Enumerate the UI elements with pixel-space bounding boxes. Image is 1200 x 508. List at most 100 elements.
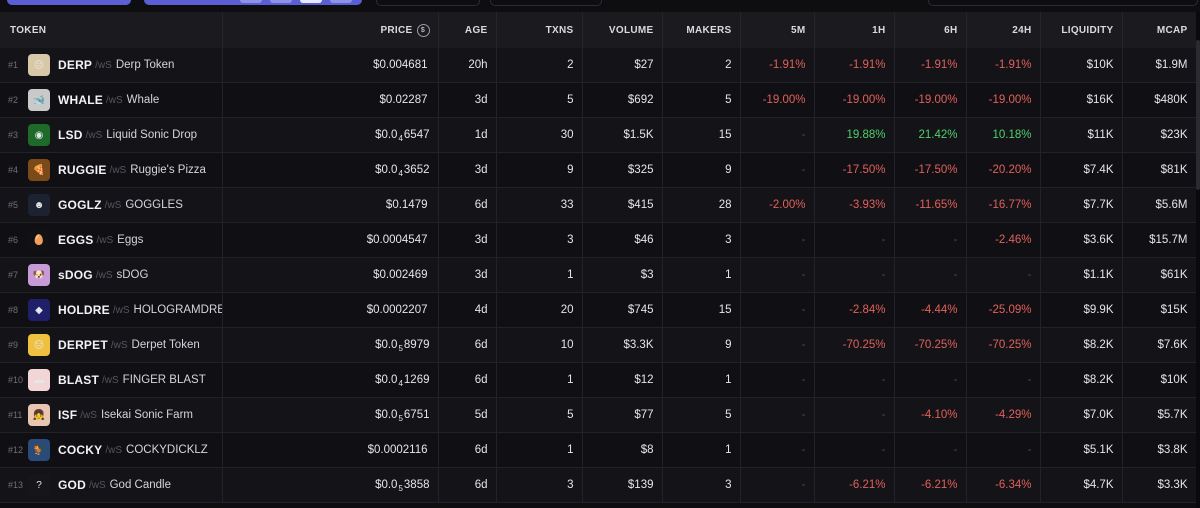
token-table: TOKEN PRICE $ AGE TXNS VOLUME MAKERS 5M 1… bbox=[0, 12, 1197, 503]
token-cell[interactable]: #5 ☻ GOGLZ /wS GOGGLES bbox=[0, 187, 223, 223]
table-row[interactable]: #4 🍕 RUGGIE /wS Ruggie's Pizza $0.043652… bbox=[0, 152, 1197, 188]
mcap-cell: $15.7M bbox=[1122, 222, 1197, 258]
change-h6-cell: - bbox=[894, 432, 967, 468]
col-6h[interactable]: 6H bbox=[894, 12, 967, 48]
change-h1-value: -2.84% bbox=[849, 304, 886, 316]
token-cell[interactable]: #9 😑 DERPET /wS Derpet Token bbox=[0, 327, 223, 363]
makers-value: 1 bbox=[725, 269, 732, 281]
token-avatar-glyph: 🐋 bbox=[32, 94, 46, 106]
table-row[interactable]: #3 ◉ LSD /wS Liquid Sonic Drop $0.046547… bbox=[0, 117, 1197, 153]
table-row[interactable]: #2 🐋 WHALE /wS Whale $0.02287 3d 5 $692 5 -19… bbox=[0, 82, 1197, 118]
col-1h[interactable]: 1H bbox=[814, 12, 895, 48]
token-avatar-glyph: ? bbox=[36, 479, 42, 491]
col-price[interactable]: PRICE $ bbox=[222, 12, 439, 48]
scrollbar-track[interactable] bbox=[1196, 12, 1200, 508]
token-rank: #12 bbox=[8, 445, 24, 455]
volume-value: $1.5K bbox=[623, 129, 654, 141]
table-row[interactable]: #1 😐 DERP /wS Derp Token $0.004681 20h 2 $2… bbox=[0, 48, 1197, 83]
token-cell[interactable]: #4 🍕 RUGGIE /wS Ruggie's Pizza bbox=[0, 152, 223, 188]
token-cell[interactable]: #1 😐 DERP /wS Derp Token bbox=[0, 48, 223, 83]
change-h6-value: - bbox=[953, 374, 958, 386]
price-cell: $0.004681 bbox=[222, 48, 439, 83]
table-row[interactable]: #10 ▬ BLAST /wS FINGER BLAST $0.041269 6d… bbox=[0, 362, 1197, 398]
change-m5-value: - bbox=[801, 234, 806, 246]
col-makers[interactable]: MAKERS bbox=[662, 12, 741, 48]
token-cell[interactable]: #3 ◉ LSD /wS Liquid Sonic Drop bbox=[0, 117, 223, 153]
txns-value: 1 bbox=[567, 444, 574, 456]
col-5m[interactable]: 5M bbox=[740, 12, 815, 48]
table-row[interactable]: #6 🥚 EGGS /wS Eggs $0.0004547 3d 3 $46 3 - - - -… bbox=[0, 222, 1197, 258]
token-cell[interactable]: #7 🐶 sDOG /wS sDOG bbox=[0, 257, 223, 293]
search-box[interactable] bbox=[928, 0, 1198, 6]
price-cell: $0.058979 bbox=[222, 327, 439, 363]
col-age[interactable]: AGE bbox=[438, 12, 497, 48]
token-avatar-glyph: 🐓 bbox=[32, 444, 46, 456]
token-cell[interactable]: #13 ? GOD /wS God Candle bbox=[0, 467, 223, 503]
price-main: $0.0 bbox=[375, 164, 398, 176]
token-pair: /wS bbox=[112, 304, 130, 316]
token-name: Derp Token bbox=[115, 59, 175, 71]
token-cell[interactable]: #2 🐋 WHALE /wS Whale bbox=[0, 82, 223, 118]
change-h1-value: -6.21% bbox=[849, 479, 886, 491]
price-cell: $0.041269 bbox=[222, 362, 439, 398]
token-cell[interactable]: #11 👧 ISF /wS Isekai Sonic Farm bbox=[0, 397, 223, 433]
age-cell: 6d bbox=[438, 327, 497, 363]
price-cell: $0.043652 bbox=[222, 152, 439, 188]
token-cell[interactable]: #10 ▬ BLAST /wS FINGER BLAST bbox=[0, 362, 223, 398]
mcap-cell: $480K bbox=[1122, 82, 1197, 118]
volume-value: $3.3K bbox=[623, 339, 654, 351]
col-txns[interactable]: TXNS bbox=[496, 12, 583, 48]
change-h24-cell: -70.25% bbox=[966, 327, 1041, 363]
timeframe-option[interactable] bbox=[240, 0, 262, 3]
table-row[interactable]: #7 🐶 sDOG /wS sDOG $0.002469 3d 1 $3 1 - - - - $1… bbox=[0, 257, 1197, 293]
token-symbol: WHALE bbox=[58, 93, 103, 107]
timeframe-option[interactable] bbox=[270, 0, 292, 3]
col-volume[interactable]: VOLUME bbox=[582, 12, 663, 48]
token-name: Isekai Sonic Farm bbox=[100, 409, 193, 421]
timeframe-option[interactable] bbox=[330, 0, 352, 3]
volume-value: $3 bbox=[640, 269, 654, 281]
token-pair: /wS bbox=[95, 59, 112, 71]
token-cell[interactable]: #12 🐓 COCKY /wS COCKYDICKLZ bbox=[0, 432, 223, 468]
token-cell[interactable]: #6 🥚 EGGS /wS Eggs bbox=[0, 222, 223, 258]
change-h24-cell: -20.20% bbox=[966, 152, 1041, 188]
change-h24-value: -4.29% bbox=[995, 409, 1032, 421]
col-txns-label: TXNS bbox=[545, 24, 574, 36]
filters-button[interactable] bbox=[490, 0, 602, 6]
age-value: 4d bbox=[474, 304, 488, 316]
token-avatar-icon: 👧 bbox=[28, 404, 50, 426]
price-main: $0.1479 bbox=[385, 199, 428, 211]
rank-by-button[interactable] bbox=[376, 0, 480, 6]
liquidity-cell: $16K bbox=[1040, 82, 1123, 118]
change-h24-value: -1.91% bbox=[995, 59, 1032, 71]
change-h1-value: - bbox=[881, 269, 886, 281]
change-m5-cell: - bbox=[740, 292, 815, 328]
currency-toggle-icon[interactable]: $ bbox=[416, 23, 430, 37]
table-row[interactable]: #8 ◆ HOLDRE /wS HOLOGRAMDRE $0.0002207 4d… bbox=[0, 292, 1197, 328]
age-value: 6d bbox=[474, 479, 488, 491]
filter-button[interactable] bbox=[7, 0, 131, 5]
token-cell[interactable]: #8 ◆ HOLDRE /wS HOLOGRAMDRE bbox=[0, 292, 223, 328]
timeframe-option-active[interactable] bbox=[300, 0, 322, 3]
token-name: God Candle bbox=[109, 479, 171, 491]
table-row[interactable]: #13 ? GOD /wS God Candle $0.053858 6d 3 $13… bbox=[0, 467, 1197, 503]
token-avatar-icon: 🐓 bbox=[28, 439, 50, 461]
mcap-cell: $3.3K bbox=[1122, 467, 1197, 503]
token-name: HOLOGRAMDRE bbox=[133, 304, 222, 316]
liquidity-cell: $7.0K bbox=[1040, 397, 1123, 433]
table-row[interactable]: #5 ☻ GOGLZ /wS GOGGLES $0.1479 6d 33 $415 28… bbox=[0, 187, 1197, 223]
col-token[interactable]: TOKEN bbox=[0, 12, 223, 48]
change-h1-value: 19.88% bbox=[846, 129, 886, 141]
change-m5-value: -19.00% bbox=[762, 94, 806, 106]
col-liquidity[interactable]: LIQUIDITY bbox=[1040, 12, 1123, 48]
col-mcap[interactable]: MCAP bbox=[1122, 12, 1197, 48]
table-row[interactable]: #12 🐓 COCKY /wS COCKYDICKLZ $0.0002116 6d… bbox=[0, 432, 1197, 468]
change-m5-cell: - bbox=[740, 257, 815, 293]
token-symbol: DERPET bbox=[58, 338, 108, 352]
scrollbar-thumb[interactable] bbox=[1196, 40, 1200, 190]
col-24h[interactable]: 24H bbox=[966, 12, 1041, 48]
table-row[interactable]: #11 👧 ISF /wS Isekai Sonic Farm $0.05675… bbox=[0, 397, 1197, 433]
token-name: GOGGLES bbox=[125, 199, 183, 211]
change-m5-cell: - bbox=[740, 117, 815, 153]
table-row[interactable]: #9 😑 DERPET /wS Derpet Token $0.058979 6d… bbox=[0, 327, 1197, 363]
